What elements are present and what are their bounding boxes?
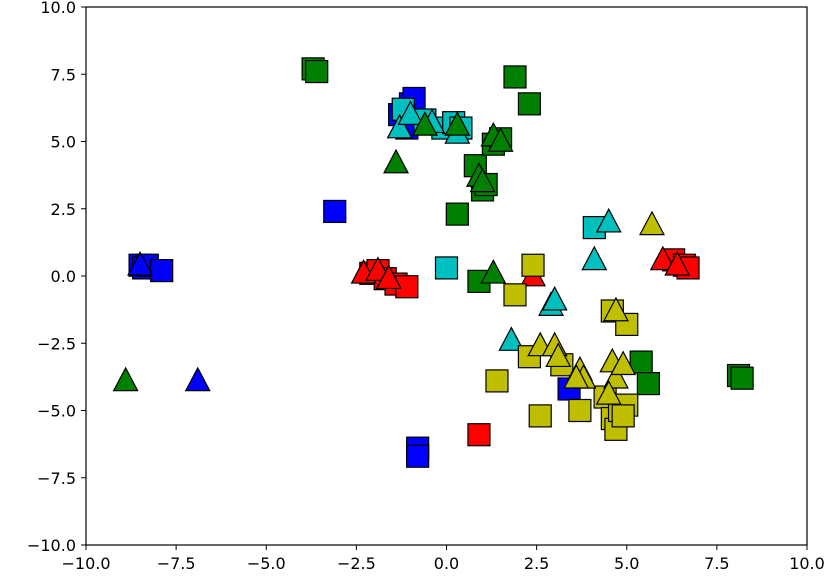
triangle-marker — [541, 285, 568, 311]
triangle-marker — [610, 350, 637, 376]
triangle-marker — [480, 259, 507, 284]
triangle-marker — [375, 264, 402, 290]
square-marker — [323, 199, 347, 224]
y-tick-label: −10.0 — [27, 536, 76, 555]
triangle-marker — [664, 250, 691, 276]
square-marker — [568, 398, 592, 423]
y-tick-label: 10.0 — [40, 0, 76, 17]
square-marker — [528, 404, 552, 428]
y-tick-label: 0.0 — [51, 267, 76, 286]
triangle-marker — [386, 113, 413, 139]
square-marker — [434, 256, 459, 280]
x-tick-label: −10.0 — [61, 554, 110, 573]
x-tick-label: 10.0 — [789, 554, 825, 573]
y-tick-label: −5.0 — [37, 402, 76, 421]
x-tick-label: 7.5 — [704, 554, 729, 573]
y-tick-label: −7.5 — [37, 469, 76, 488]
x-axis: −10.0 −7.5 −5.0 −2.5 0.0 2.5 5.0 7.5 10.0 — [61, 545, 825, 573]
triangle-marker — [444, 111, 471, 136]
triangle-marker — [487, 127, 514, 152]
square-marker — [503, 283, 527, 307]
triangle-marker — [498, 326, 525, 351]
triangle-marker — [581, 245, 608, 271]
data-markers — [112, 57, 754, 468]
x-tick-label: −5.0 — [247, 554, 286, 573]
triangle-marker — [602, 363, 629, 389]
square-marker — [611, 404, 635, 428]
triangle-marker — [649, 245, 676, 271]
x-tick-label: 5.0 — [614, 554, 639, 573]
y-tick-label: 7.5 — [51, 65, 76, 84]
square-marker — [636, 372, 660, 396]
triangle-marker — [563, 363, 590, 389]
triangle-marker — [595, 380, 622, 405]
square-marker — [445, 202, 469, 226]
triangle-marker — [469, 167, 496, 193]
square-marker — [629, 350, 653, 374]
x-tick-label: 2.5 — [524, 554, 549, 573]
triangle-marker — [127, 250, 154, 276]
x-tick-label: −2.5 — [337, 554, 376, 573]
triangle-marker — [545, 342, 572, 368]
square-marker — [503, 65, 527, 89]
y-tick-label: 2.5 — [51, 200, 76, 219]
square-marker — [467, 423, 491, 447]
square-marker — [521, 253, 545, 277]
triangle-marker — [602, 296, 629, 322]
square-marker — [406, 444, 430, 468]
triangle-marker — [397, 100, 424, 125]
y-tick-label: 5.0 — [51, 133, 76, 152]
triangle-marker — [638, 210, 665, 236]
square-marker — [517, 92, 542, 116]
triangle-marker — [595, 207, 622, 233]
triangle-marker — [112, 366, 139, 392]
square-marker — [730, 366, 754, 390]
x-tick-label: −7.5 — [157, 554, 196, 573]
square-marker — [305, 59, 329, 84]
triangle-marker — [411, 111, 438, 136]
triangle-marker — [184, 366, 211, 392]
square-marker — [485, 369, 509, 393]
square-marker — [150, 259, 174, 283]
triangle-marker — [383, 148, 410, 174]
x-tick-label: 0.0 — [434, 554, 459, 573]
y-axis: −10.0 −7.5 −5.0 −2.5 0.0 2.5 5.0 7.5 10.0 — [27, 0, 86, 555]
y-tick-label: −2.5 — [37, 334, 76, 353]
